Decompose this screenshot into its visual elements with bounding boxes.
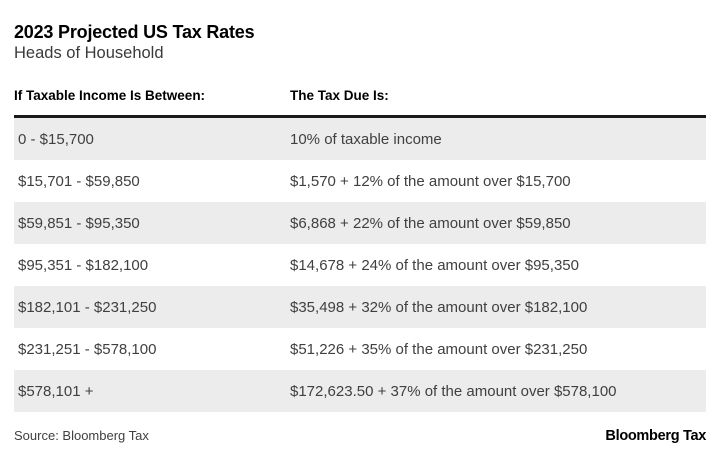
tax-table-graphic: 2023 Projected US Tax Rates Heads of Hou… xyxy=(14,22,706,444)
table-row: $59,851 - $95,350 $6,868 + 22% of the am… xyxy=(14,202,706,244)
tax-due-cell: $6,868 + 22% of the amount over $59,850 xyxy=(290,214,571,232)
table-row: $15,701 - $59,850 $1,570 + 12% of the am… xyxy=(14,160,706,202)
income-range-cell: $182,101 - $231,250 xyxy=(18,298,157,316)
tax-due-cell: $51,226 + 35% of the amount over $231,25… xyxy=(290,340,588,358)
income-range-cell: $59,851 - $95,350 xyxy=(18,214,140,232)
income-range-cell: $95,351 - $182,100 xyxy=(18,256,149,274)
header-divider xyxy=(14,115,706,118)
income-range-cell: $15,701 - $59,850 xyxy=(18,172,140,190)
page-subtitle: Heads of Household xyxy=(14,44,164,62)
income-range-cell: $231,251 - $578,100 xyxy=(18,340,157,358)
tax-due-cell: $172,623.50 + 37% of the amount over $57… xyxy=(290,382,617,400)
source-note: Source: Bloomberg Tax xyxy=(14,428,149,443)
bloomberg-tax-logo: Bloomberg Tax xyxy=(605,428,706,444)
column-header-tax: The Tax Due Is: xyxy=(290,88,389,103)
column-header-income: If Taxable Income Is Between: xyxy=(14,88,206,103)
tax-brackets-table: 0 - $15,700 10% of taxable income $15,70… xyxy=(14,118,706,412)
table-row: $578,101 + $172,623.50 + 37% of the amou… xyxy=(14,370,706,412)
income-range-cell: 0 - $15,700 xyxy=(18,130,94,148)
table-row: 0 - $15,700 10% of taxable income xyxy=(14,118,706,160)
tax-due-cell: $35,498 + 32% of the amount over $182,10… xyxy=(290,298,588,316)
column-headers: If Taxable Income Is Between: The Tax Du… xyxy=(14,88,706,103)
table-row: $95,351 - $182,100 $14,678 + 24% of the … xyxy=(14,244,706,286)
tax-due-cell: 10% of taxable income xyxy=(290,130,442,148)
footer: Source: Bloomberg Tax Bloomberg Tax xyxy=(14,428,706,444)
tax-due-cell: $1,570 + 12% of the amount over $15,700 xyxy=(290,172,571,190)
income-range-cell: $578,101 + xyxy=(18,382,94,400)
tax-due-cell: $14,678 + 24% of the amount over $95,350 xyxy=(290,256,579,274)
table-row: $182,101 - $231,250 $35,498 + 32% of the… xyxy=(14,286,706,328)
table-row: $231,251 - $578,100 $51,226 + 35% of the… xyxy=(14,328,706,370)
page-title: 2023 Projected US Tax Rates xyxy=(14,22,255,42)
